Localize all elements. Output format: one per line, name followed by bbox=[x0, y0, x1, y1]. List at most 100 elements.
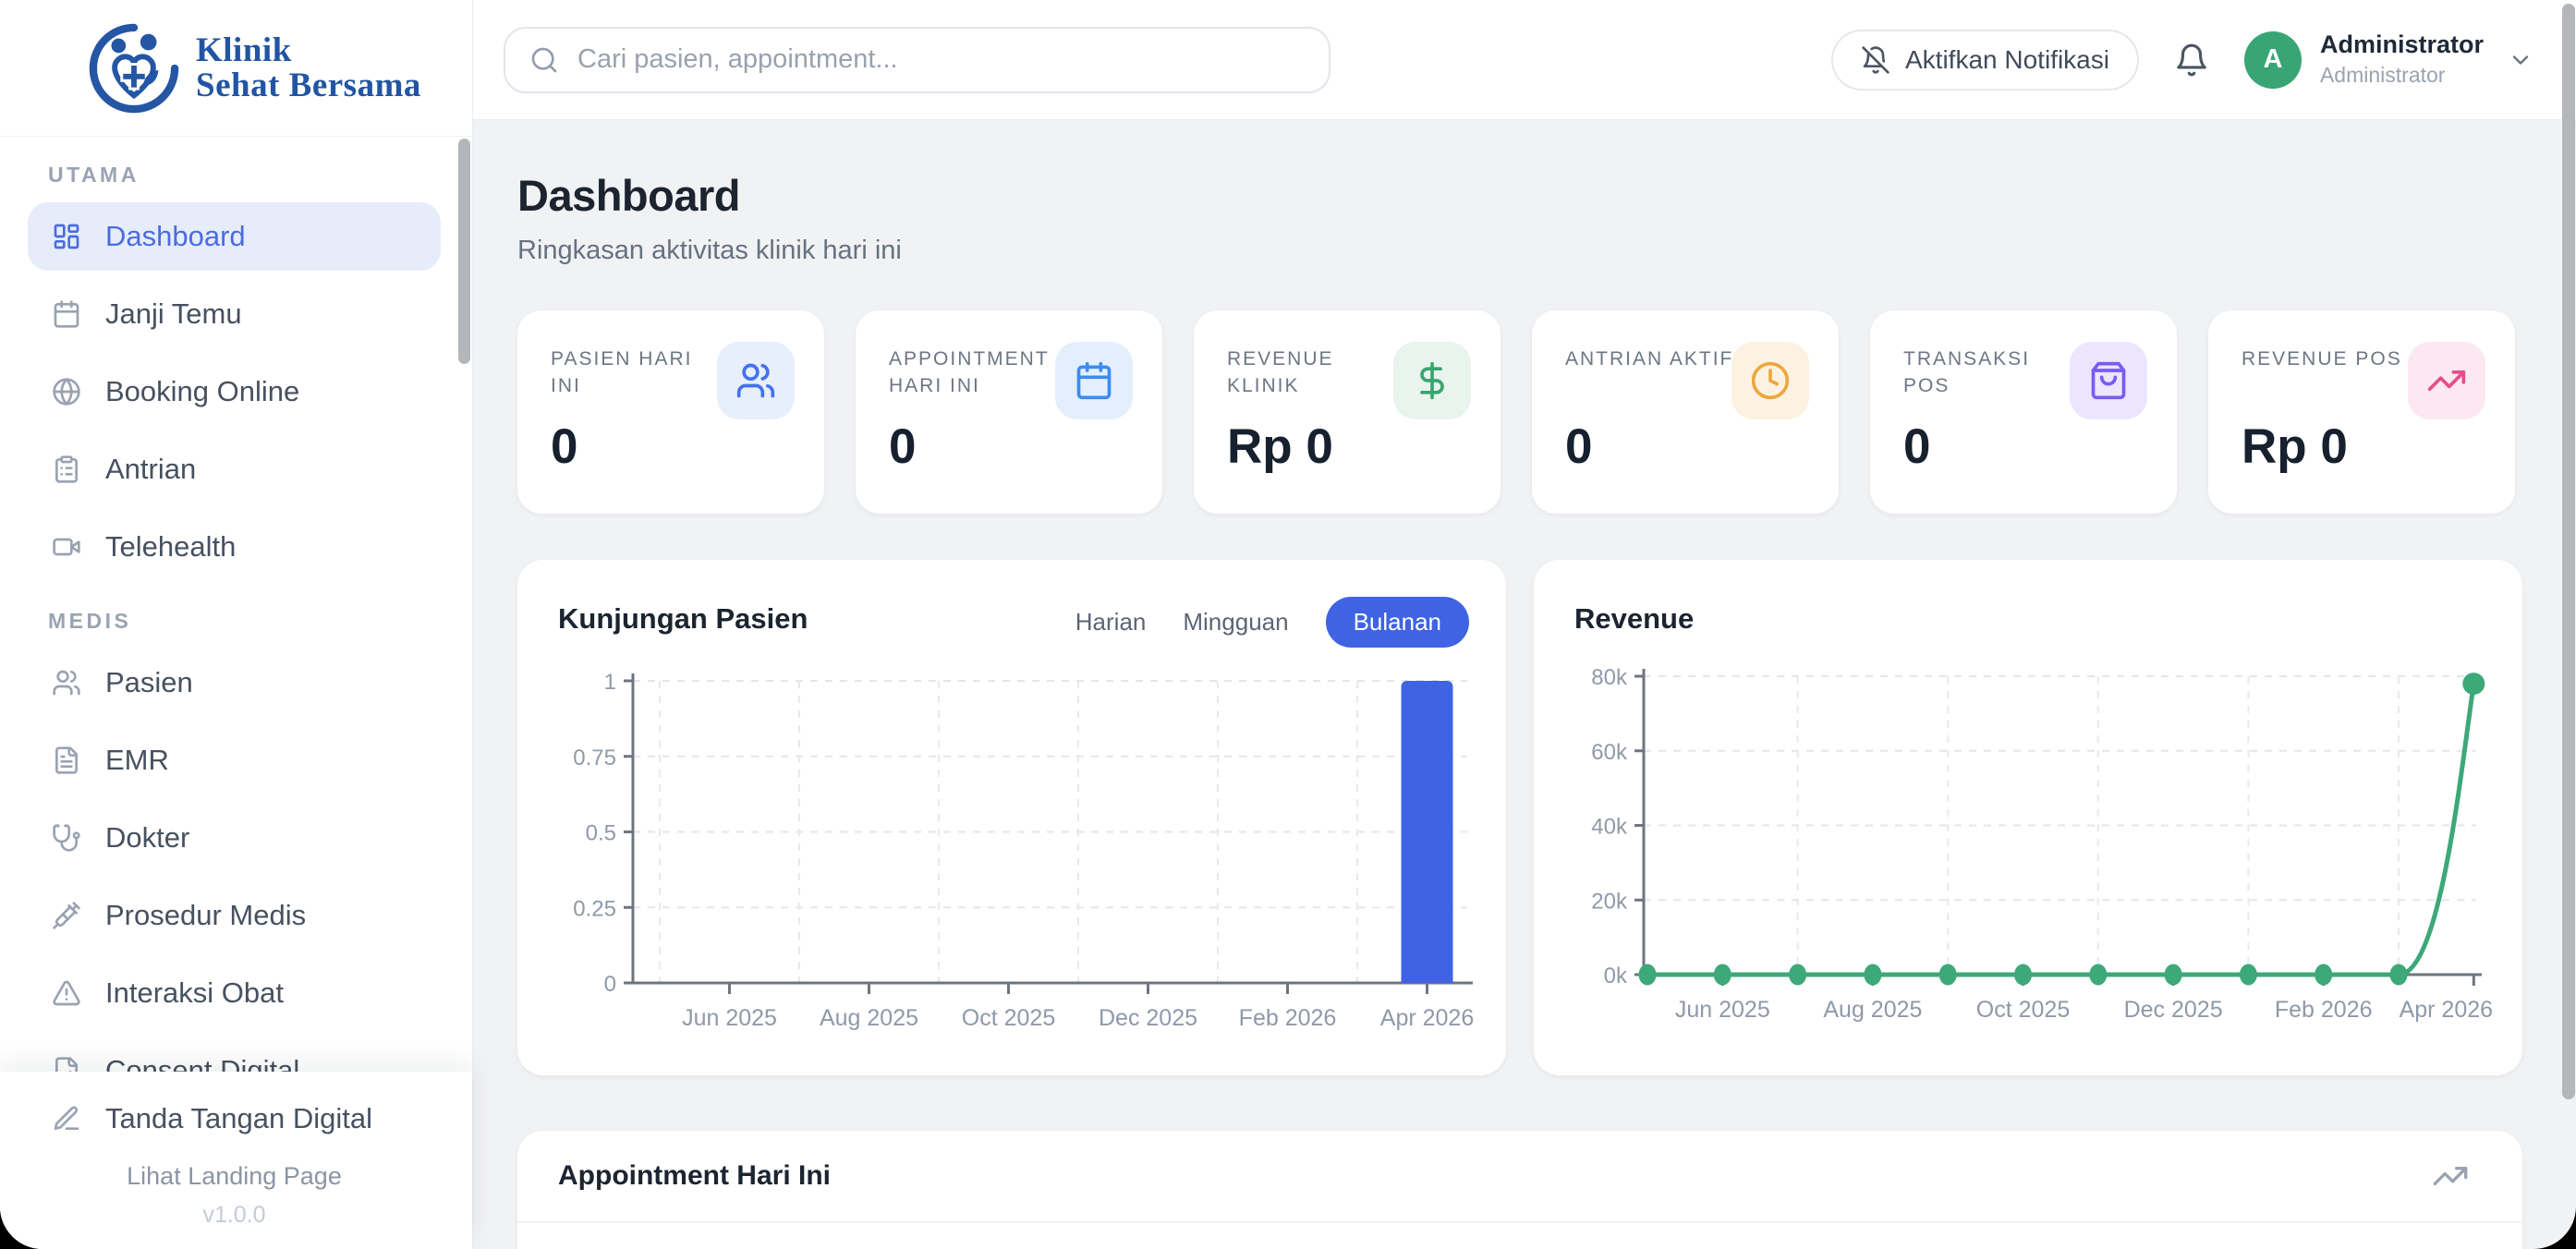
tab-bulanan[interactable]: Bulanan bbox=[1325, 597, 1469, 648]
sidebar-item-pasien[interactable]: Pasien bbox=[28, 649, 441, 717]
tab-harian[interactable]: Harian bbox=[1075, 608, 1147, 636]
stat-cards-row: PASIEN HARI INI 0 APPOINTMENT HARI INI 0 REV… bbox=[517, 310, 2522, 514]
dollar-sign-icon bbox=[1420, 361, 1444, 400]
calendar-icon bbox=[1076, 361, 1112, 400]
clipboard-list-icon bbox=[55, 455, 78, 483]
sidebar-item-label: Interaksi Obat bbox=[105, 976, 284, 1009]
sidebar-bottom-panel: Tanda Tangan Digital Lihat Landing Page … bbox=[0, 1072, 472, 1249]
sidebar-nav: UTAMA Dashboard Janji Temu Booking Online An… bbox=[0, 137, 472, 1105]
svg-text:Apr 2026: Apr 2026 bbox=[2400, 997, 2493, 1023]
globe-icon bbox=[53, 378, 80, 406]
stat-value: 0 bbox=[551, 419, 578, 474]
search-icon bbox=[531, 47, 557, 72]
trending-up-icon bbox=[2433, 1167, 2468, 1185]
sidebar-item-label: EMR bbox=[105, 744, 169, 776]
stat-card-antrian-aktif: ANTRIAN AKTIF 0 bbox=[1532, 310, 1839, 514]
user-name: Administrator bbox=[2319, 30, 2484, 58]
sidebar-item-label: Antrian bbox=[105, 453, 197, 485]
pen-line-icon bbox=[54, 1106, 79, 1130]
revenue-chart-title: Revenue bbox=[1574, 602, 1695, 635]
stat-card-appointment-hari-ini: APPOINTMENT HARI INI 0 bbox=[856, 310, 1162, 514]
trending-up-icon bbox=[2427, 370, 2466, 391]
landing-page-link[interactable]: Lihat Landing Page bbox=[127, 1162, 342, 1190]
notifications-bell-button[interactable] bbox=[2174, 42, 2209, 78]
alert-triangle-icon bbox=[53, 980, 80, 1006]
svg-text:1: 1 bbox=[604, 670, 616, 695]
tab-mingguan[interactable]: Mingguan bbox=[1183, 608, 1289, 636]
stat-icon-badge bbox=[2408, 342, 2485, 419]
stat-value: Rp 0 bbox=[2242, 419, 2348, 474]
shopping-bag-icon bbox=[2091, 361, 2126, 400]
stat-icon-badge bbox=[1393, 342, 1471, 419]
sidebar-item-tanda-tangan-digital[interactable]: Tanda Tangan Digital bbox=[28, 1085, 441, 1153]
sidebar-item-label: Dashboard bbox=[105, 220, 246, 252]
appointments-card: Appointment Hari Ini bbox=[517, 1131, 2522, 1249]
svg-text:0.25: 0.25 bbox=[573, 896, 616, 921]
stat-card-pasien-hari-ini: PASIEN HARI INI 0 bbox=[517, 310, 824, 514]
sidebar-item-label: Janji Temu bbox=[105, 297, 242, 330]
svg-text:Oct 2025: Oct 2025 bbox=[1976, 997, 2070, 1023]
sidebar-item-antrian[interactable]: Antrian bbox=[28, 435, 441, 503]
stat-label: PASIEN HARI INI bbox=[551, 348, 693, 397]
calendar-icon bbox=[54, 300, 79, 328]
stat-icon-badge bbox=[1055, 342, 1133, 419]
top-bar: Aktifkan Notifikasi A Administrator Admi… bbox=[473, 0, 2576, 120]
stat-label: REVENUE KLINIK bbox=[1227, 348, 1334, 397]
stat-value: 0 bbox=[1903, 419, 1931, 474]
svg-text:40k: 40k bbox=[1591, 815, 1628, 840]
revenue-chart-card: Revenue 0k 20k 40k 60k 80k Jun 2025 Aug 2025 Oc… bbox=[1534, 560, 2522, 1075]
bell-off-icon bbox=[1862, 45, 1889, 74]
stat-label: REVENUE POS bbox=[2242, 348, 2402, 370]
sidebar-scrollbar[interactable] bbox=[458, 139, 470, 364]
sidebar-item-telehealth[interactable]: Telehealth bbox=[28, 513, 441, 581]
svg-text:0k: 0k bbox=[1604, 964, 1628, 988]
sidebar-item-dokter[interactable]: Dokter bbox=[28, 804, 441, 872]
visits-bar-chart: 0 0.25 0.5 0.75 1 Jun 2025 Aug 2025 Oct 2025 Dec… bbox=[573, 670, 1474, 1031]
visits-chart-card: Kunjungan Pasien Harian Mingguan Bulanan 0… bbox=[517, 560, 1506, 1075]
svg-text:0.5: 0.5 bbox=[586, 821, 616, 846]
sidebar-item-janji-temu[interactable]: Janji Temu bbox=[28, 280, 441, 348]
sidebar-item-emr[interactable]: EMR bbox=[28, 726, 441, 794]
layout-dashboard-icon bbox=[54, 224, 79, 249]
sidebar-item-label: Tanda Tangan Digital bbox=[105, 1102, 372, 1134]
stat-value: Rp 0 bbox=[1227, 419, 1333, 474]
appointments-title: Appointment Hari Ini bbox=[558, 1160, 831, 1191]
svg-text:Jun 2025: Jun 2025 bbox=[1675, 997, 1770, 1023]
stat-icon-badge bbox=[2070, 342, 2147, 419]
sidebar-item-interaksi-obat[interactable]: Interaksi Obat bbox=[28, 959, 441, 1027]
sidebar-item-booking-online[interactable]: Booking Online bbox=[28, 358, 441, 426]
user-menu[interactable]: A Administrator Administrator bbox=[2243, 30, 2533, 89]
section-label-medis: MEDIS bbox=[48, 609, 132, 633]
search-box[interactable] bbox=[504, 26, 1331, 93]
svg-text:Aug 2025: Aug 2025 bbox=[1823, 997, 1922, 1023]
brand: Klinik Sehat Bersama bbox=[0, 0, 472, 137]
enable-notifications-button[interactable]: Aktifkan Notifikasi bbox=[1831, 29, 2139, 91]
bell-icon bbox=[2177, 43, 2206, 76]
sidebar-item-prosedur-medis[interactable]: Prosedur Medis bbox=[28, 881, 441, 950]
svg-text:Dec 2025: Dec 2025 bbox=[2124, 997, 2223, 1023]
sidebar-item-label: Pasien bbox=[105, 666, 193, 698]
svg-text:20k: 20k bbox=[1591, 889, 1628, 914]
svg-text:80k: 80k bbox=[1591, 665, 1628, 690]
chevron-down-icon bbox=[2512, 55, 2529, 65]
sidebar-item-label: Prosedur Medis bbox=[105, 899, 307, 931]
enable-notifications-label: Aktifkan Notifikasi bbox=[1905, 44, 2109, 74]
page-scrollbar[interactable] bbox=[2562, 4, 2575, 1099]
svg-text:60k: 60k bbox=[1591, 740, 1628, 765]
sidebar: Klinik Sehat Bersama UTAMA Dashboard Janji… bbox=[0, 0, 473, 1249]
stat-card-revenue-pos: REVENUE POS Rp 0 bbox=[2208, 310, 2515, 514]
sidebar-item-dashboard[interactable]: Dashboard bbox=[28, 202, 441, 271]
stat-label: ANTRIAN AKTIF bbox=[1565, 348, 1734, 370]
page-subtitle: Ringkasan aktivitas klinik hari ini bbox=[517, 236, 902, 265]
svg-text:Oct 2025: Oct 2025 bbox=[962, 1005, 1055, 1031]
stat-icon-badge bbox=[717, 342, 795, 419]
sidebar-item-label: Dokter bbox=[105, 821, 190, 854]
svg-text:Feb 2026: Feb 2026 bbox=[2275, 997, 2373, 1023]
search-input[interactable] bbox=[576, 43, 1305, 76]
app-version: v1.0.0 bbox=[202, 1202, 266, 1228]
stat-label: APPOINTMENT HARI INI bbox=[889, 348, 1050, 397]
stat-card-revenue-klinik: REVENUE KLINIK Rp 0 bbox=[1194, 310, 1501, 514]
stat-label: TRANSAKSI POS bbox=[1903, 348, 2031, 397]
svg-text:Jun 2025: Jun 2025 bbox=[682, 1005, 777, 1031]
